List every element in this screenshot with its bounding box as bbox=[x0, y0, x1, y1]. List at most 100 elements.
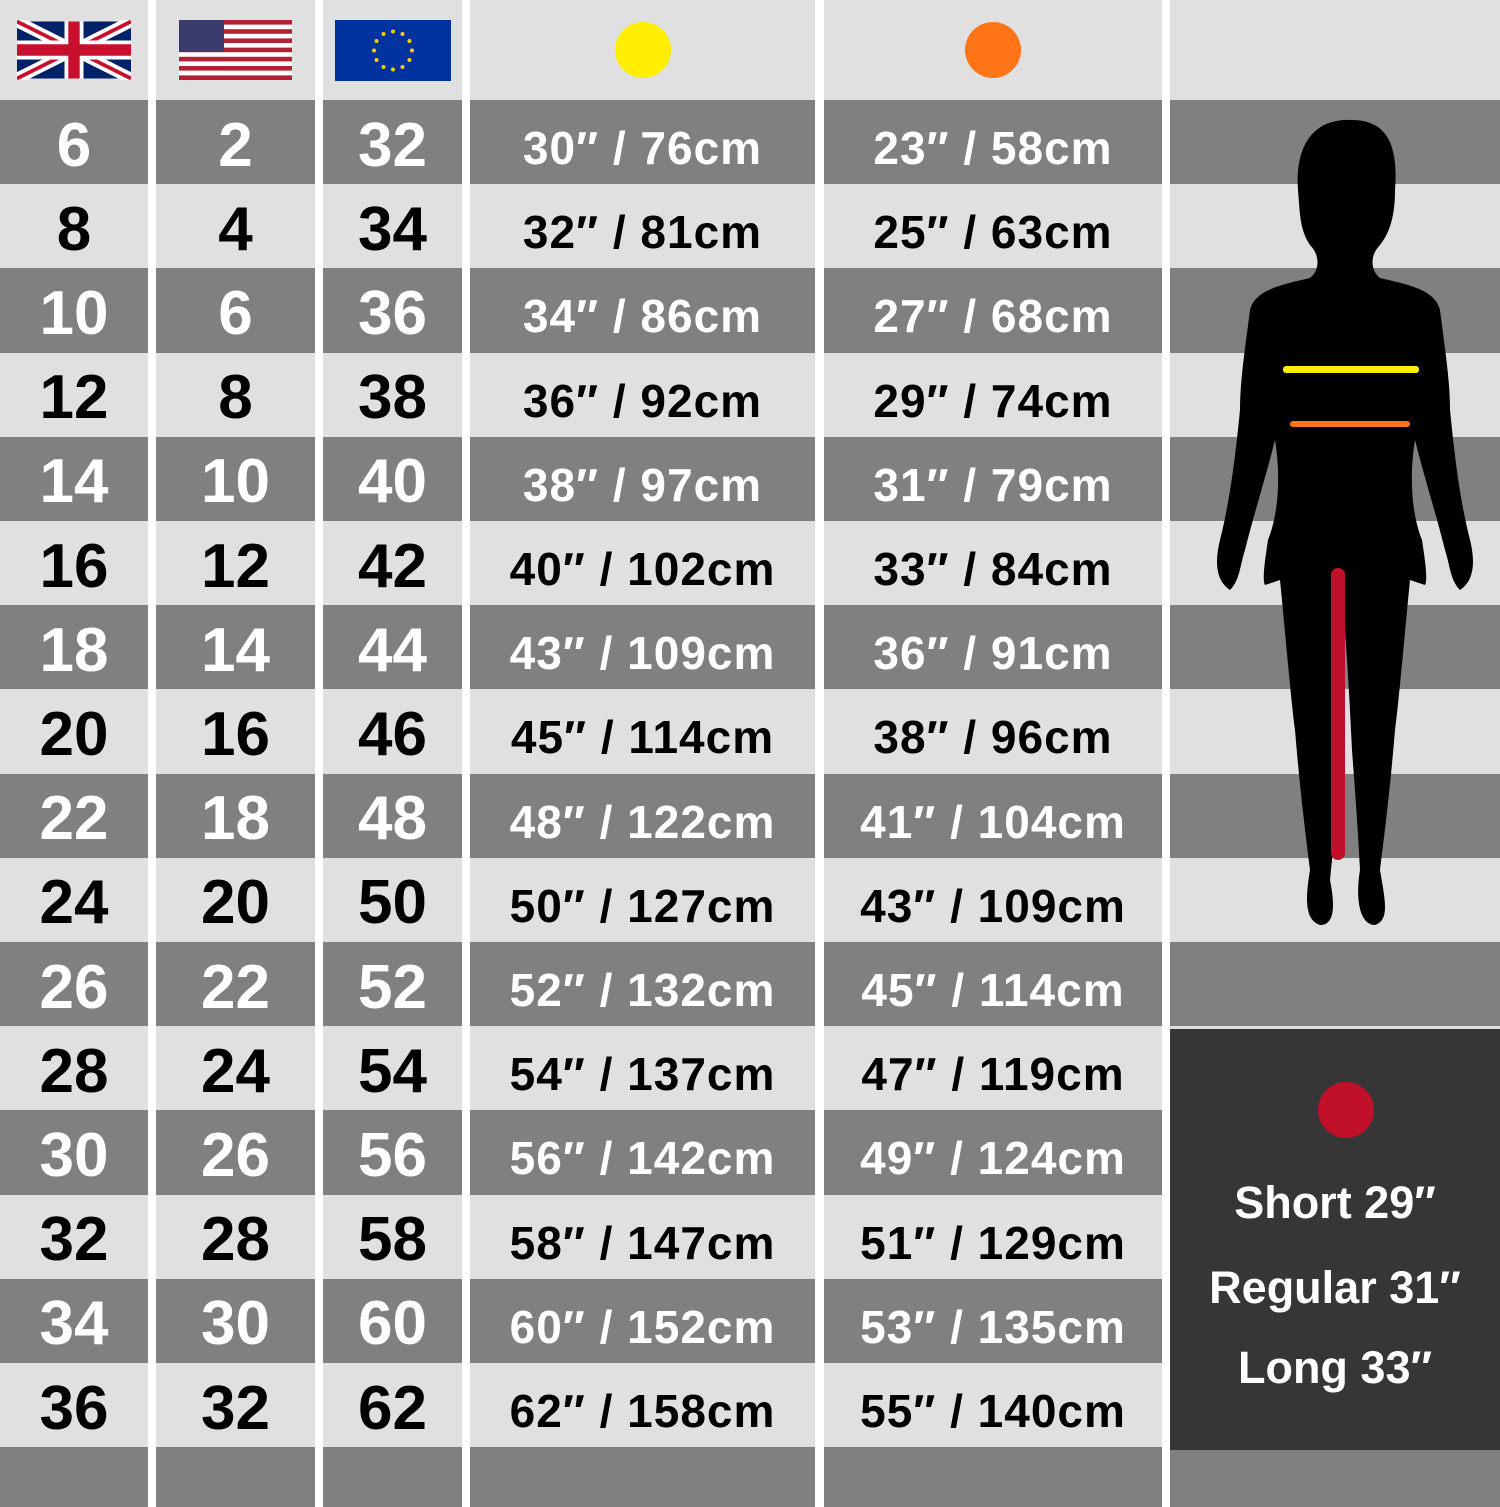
us-size-cell: 16 bbox=[156, 689, 315, 774]
us-size-cell: 24 bbox=[156, 1026, 315, 1111]
uk-size-cell: 16 bbox=[0, 521, 148, 606]
figure-header bbox=[1170, 0, 1500, 100]
inseam-short: Short 29″ bbox=[1234, 1177, 1436, 1228]
footer-strip bbox=[323, 1447, 462, 1507]
waist-line bbox=[1290, 421, 1410, 427]
us-size-cell: 14 bbox=[156, 605, 315, 690]
uk-size-cell: 20 bbox=[0, 689, 148, 774]
red-dot-icon bbox=[1318, 1082, 1374, 1138]
eu-size-cell: 58 bbox=[323, 1194, 462, 1279]
eu-size-cell: 48 bbox=[323, 773, 462, 858]
eu-star-icon bbox=[406, 57, 411, 62]
eu-size-cell: 34 bbox=[323, 184, 462, 269]
waist-size-cell: 47″ / 119cm bbox=[824, 1026, 1162, 1111]
eu-size-cell: 62 bbox=[323, 1363, 462, 1448]
uk-size-cell: 14 bbox=[0, 436, 148, 521]
uk-header bbox=[0, 0, 148, 100]
bust-size-cell: 48″ / 122cm bbox=[470, 773, 815, 858]
waist-size-cell: 29″ / 74cm bbox=[824, 352, 1162, 437]
figure-row-band bbox=[1170, 857, 1500, 942]
waist-size-cell: 41″ / 104cm bbox=[824, 773, 1162, 858]
eu-size-cell: 50 bbox=[323, 857, 462, 942]
bust-line bbox=[1283, 366, 1419, 373]
waist-size-cell: 43″ / 109cm bbox=[824, 857, 1162, 942]
us-size-cell: 2 bbox=[156, 100, 315, 185]
us-size-cell: 26 bbox=[156, 1110, 315, 1195]
figure-row-band bbox=[1170, 1447, 1500, 1507]
waist-size-cell: 45″ / 114cm bbox=[824, 942, 1162, 1027]
footer-strip bbox=[824, 1447, 1162, 1507]
uk-size-cell: 36 bbox=[0, 1363, 148, 1448]
bust-size-cell: 56″ / 142cm bbox=[470, 1110, 815, 1195]
eu-flag-icon bbox=[334, 19, 451, 81]
eu-star-icon bbox=[409, 48, 414, 52]
waist-size-cell: 27″ / 68cm bbox=[824, 268, 1162, 353]
uk-size-cell: 6 bbox=[0, 100, 148, 185]
eu-size-cell: 38 bbox=[323, 352, 462, 437]
inseam-long: Long 33″ bbox=[1237, 1342, 1433, 1393]
footer-strip bbox=[470, 1447, 815, 1507]
bust-size-cell: 43″ / 109cm bbox=[470, 605, 815, 690]
us-size-cell: 32 bbox=[156, 1363, 315, 1448]
bust-size-cell: 34″ / 86cm bbox=[470, 268, 815, 353]
eu-star-icon bbox=[400, 64, 404, 69]
us-size-cell: 4 bbox=[156, 184, 315, 269]
waist-size-cell: 49″ / 124cm bbox=[824, 1110, 1162, 1195]
bust-column: 30″ / 76cm 32″ / 81cm 34″ / 86cm 36″ / 92cm… bbox=[470, 0, 815, 1507]
uk-size-cell: 22 bbox=[0, 773, 148, 858]
eu-size-cell: 52 bbox=[323, 942, 462, 1027]
eu-star-icon bbox=[400, 31, 404, 36]
us-size-cell: 20 bbox=[156, 857, 315, 942]
bust-header bbox=[470, 0, 815, 100]
eu-size-column: 32 34 36 38 40 42 44 46 48 50 52 54 56 58 60 62 bbox=[323, 0, 462, 1507]
inseam-panel: Short 29″ Regular 31″ Long 33″ bbox=[1170, 1029, 1500, 1450]
uk-size-cell: 18 bbox=[0, 605, 148, 690]
bust-size-cell: 50″ / 127cm bbox=[470, 857, 815, 942]
figure-row-band bbox=[1170, 942, 1500, 1027]
uk-size-cell: 8 bbox=[0, 184, 148, 269]
bust-size-cell: 54″ / 137cm bbox=[470, 1026, 815, 1111]
eu-star-icon bbox=[381, 31, 385, 36]
uk-size-cell: 28 bbox=[0, 1026, 148, 1111]
eu-star-icon bbox=[374, 57, 379, 62]
waist-size-cell: 23″ / 58cm bbox=[824, 100, 1162, 185]
uk-size-cell: 12 bbox=[0, 352, 148, 437]
bust-size-cell: 40″ / 102cm bbox=[470, 521, 815, 606]
waist-size-cell: 31″ / 79cm bbox=[824, 436, 1162, 521]
eu-size-cell: 46 bbox=[323, 689, 462, 774]
eu-size-cell: 42 bbox=[323, 521, 462, 606]
waist-column: 23″ / 58cm 25″ / 63cm 27″ / 68cm 29″ / 74cm… bbox=[824, 0, 1162, 1507]
waist-size-cell: 25″ / 63cm bbox=[824, 184, 1162, 269]
eu-size-cell: 40 bbox=[323, 436, 462, 521]
yellow-dot-icon bbox=[614, 22, 671, 78]
waist-size-cell: 53″ / 135cm bbox=[824, 1278, 1162, 1363]
bust-size-cell: 52″ / 132cm bbox=[470, 942, 815, 1027]
eu-size-cell: 60 bbox=[323, 1278, 462, 1363]
eu-star-icon bbox=[381, 64, 385, 69]
us-flag-icon bbox=[179, 20, 292, 80]
waist-size-cell: 36″ / 91cm bbox=[824, 605, 1162, 690]
uk-size-cell: 34 bbox=[0, 1278, 148, 1363]
bust-size-cell: 45″ / 114cm bbox=[470, 689, 815, 774]
us-header bbox=[156, 0, 315, 100]
inseam-line bbox=[1331, 568, 1345, 860]
us-size-cell: 30 bbox=[156, 1278, 315, 1363]
bust-size-cell: 60″ / 152cm bbox=[470, 1278, 815, 1363]
waist-size-cell: 33″ / 84cm bbox=[824, 521, 1162, 606]
bust-size-cell: 36″ / 92cm bbox=[470, 352, 815, 437]
eu-star-icon bbox=[390, 67, 395, 71]
waist-header bbox=[824, 0, 1162, 100]
waist-size-cell: 38″ / 96cm bbox=[824, 689, 1162, 774]
uk-size-column: 6 8 10 12 14 16 18 20 22 24 26 28 30 32 34 36 bbox=[0, 0, 148, 1507]
footer-strip bbox=[156, 1447, 315, 1507]
us-size-column: 2 4 6 8 10 12 14 16 18 20 22 24 26 28 30 32 bbox=[156, 0, 315, 1507]
eu-star-icon bbox=[406, 38, 411, 43]
us-size-cell: 18 bbox=[156, 773, 315, 858]
bust-size-cell: 30″ / 76cm bbox=[470, 100, 815, 185]
us-size-cell: 8 bbox=[156, 352, 315, 437]
bust-size-cell: 38″ / 97cm bbox=[470, 436, 815, 521]
uk-size-cell: 26 bbox=[0, 942, 148, 1027]
eu-size-cell: 36 bbox=[323, 268, 462, 353]
bust-size-cell: 32″ / 81cm bbox=[470, 184, 815, 269]
us-size-cell: 28 bbox=[156, 1194, 315, 1279]
